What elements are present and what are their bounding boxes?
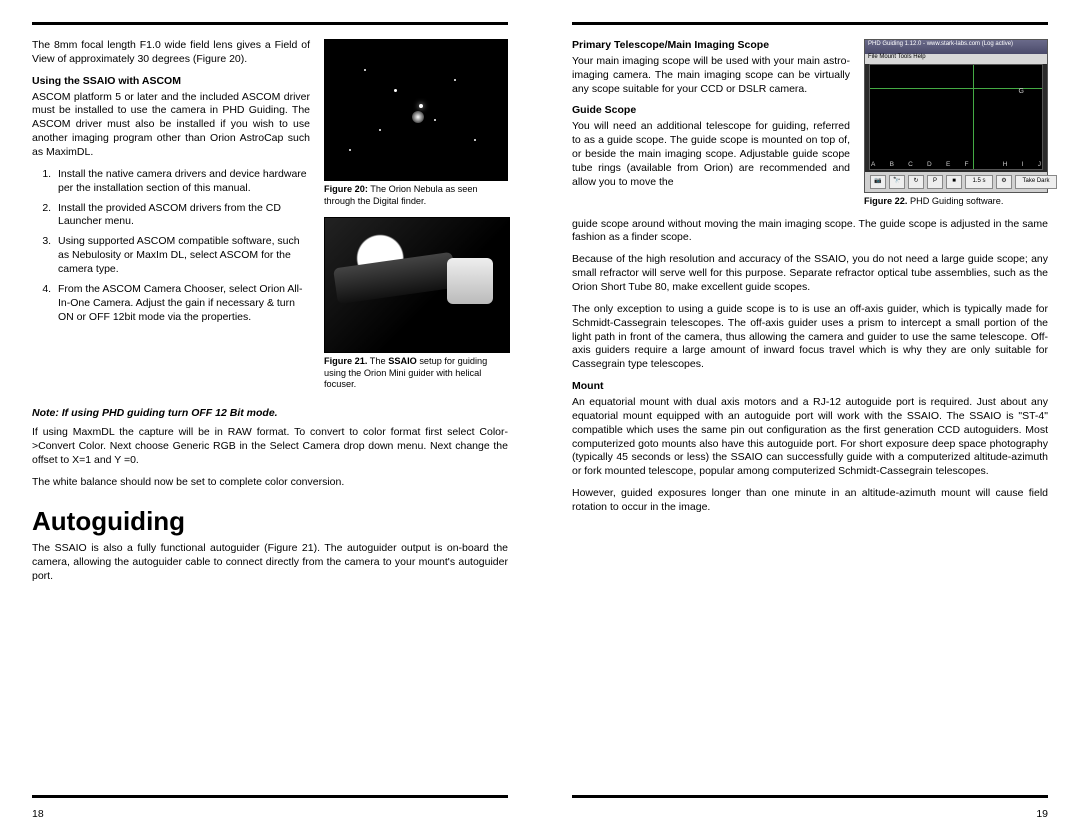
- page-number: 19: [1036, 808, 1048, 820]
- figure-20: Figure 20: The Orion Nebula as seen thro…: [324, 39, 508, 207]
- subhead-primary: Primary Telescope/Main Imaging Scope: [572, 39, 850, 53]
- list-item: From the ASCOM Camera Chooser, select Or…: [54, 283, 310, 325]
- note-text: Note: If using PHD guiding turn OFF 12 B…: [32, 407, 508, 421]
- bottom-rule: [32, 795, 508, 798]
- install-list: Install the native camera drivers and de…: [32, 168, 310, 325]
- list-item: Using supported ASCOM compatible softwar…: [54, 235, 310, 277]
- guidescope-para-2: guide scope around without moving the ma…: [572, 218, 1048, 246]
- figure-22: PHD Guiding 1.12.0 - www.stark-labs.com …: [864, 39, 1048, 208]
- phd-loop-icon: ↻: [908, 175, 924, 189]
- figure-20-image: [324, 39, 508, 181]
- top-rule: [572, 22, 1048, 25]
- subhead-mount: Mount: [572, 380, 1048, 394]
- phd-phd-icon: P: [927, 175, 943, 189]
- page-number: 18: [32, 808, 44, 820]
- figure-20-caption: Figure 20: The Orion Nebula as seen thro…: [324, 184, 508, 207]
- phd-viewport: G: [869, 64, 1043, 170]
- phd-takedark: Take Dark: [1015, 175, 1057, 189]
- phd-toolbar: 📷 🔭 ↻ P ■ 1.5 s ⚙ Take Dark: [865, 172, 1047, 192]
- primary-para: Your main imaging scope will be used wit…: [572, 55, 850, 97]
- guidescope-para-1: You will need an additional telescope fo…: [572, 120, 850, 189]
- phd-stop-icon: ■: [946, 175, 962, 189]
- resolution-para: Because of the high resolution and accur…: [572, 253, 1048, 295]
- list-item: Install the provided ASCOM drivers from …: [54, 202, 310, 230]
- subhead-ascom: Using the SSAIO with ASCOM: [32, 75, 310, 89]
- phd-exposure: 1.5 s: [965, 175, 993, 189]
- autoguiding-para: The SSAIO is also a fully functional aut…: [32, 542, 508, 584]
- page-18: The 8mm focal length F1.0 wide field len…: [0, 0, 540, 834]
- figure-22-caption: Figure 22. PHD Guiding software.: [864, 196, 1048, 208]
- phd-camera-icon: 📷: [870, 175, 886, 189]
- phd-axis-labels: A B C D E F H I J: [871, 161, 1041, 170]
- figure-21: Figure 21. The SSAIO setup for guiding u…: [324, 217, 508, 391]
- page-content: Primary Telescope/Main Imaging Scope You…: [572, 39, 1048, 515]
- page-content: The 8mm focal length F1.0 wide field len…: [32, 39, 508, 584]
- subhead-guidescope: Guide Scope: [572, 104, 850, 118]
- phd-menubar: File Mount Tools Help: [865, 54, 1047, 64]
- whitebalance-para: The white balance should now be set to c…: [32, 476, 508, 490]
- top-rule: [32, 22, 508, 25]
- maxdl-para: If using MaxmDL the capture will be in R…: [32, 426, 508, 468]
- figure-21-image: [324, 217, 510, 353]
- phd-screenshot: PHD Guiding 1.12.0 - www.stark-labs.com …: [864, 39, 1048, 193]
- offaxis-para: The only exception to using a guide scop…: [572, 303, 1048, 372]
- phd-scope-icon: 🔭: [889, 175, 905, 189]
- phd-g-label: G: [1019, 87, 1024, 96]
- heading-autoguiding: Autoguiding: [32, 504, 508, 538]
- figure-21-caption: Figure 21. The SSAIO setup for guiding u…: [324, 356, 508, 391]
- page-19: Primary Telescope/Main Imaging Scope You…: [540, 0, 1080, 834]
- ascom-para: ASCOM platform 5 or later and the includ…: [32, 91, 310, 160]
- mount-para-1: An equatorial mount with dual axis motor…: [572, 396, 1048, 479]
- list-item: Install the native camera drivers and de…: [54, 168, 310, 196]
- intro-text: The 8mm focal length F1.0 wide field len…: [32, 39, 310, 67]
- mount-para-2: However, guided exposures longer than on…: [572, 487, 1048, 515]
- phd-brain-icon: ⚙: [996, 175, 1012, 189]
- phd-titlebar: PHD Guiding 1.12.0 - www.stark-labs.com …: [865, 40, 1047, 54]
- bottom-rule: [572, 795, 1048, 798]
